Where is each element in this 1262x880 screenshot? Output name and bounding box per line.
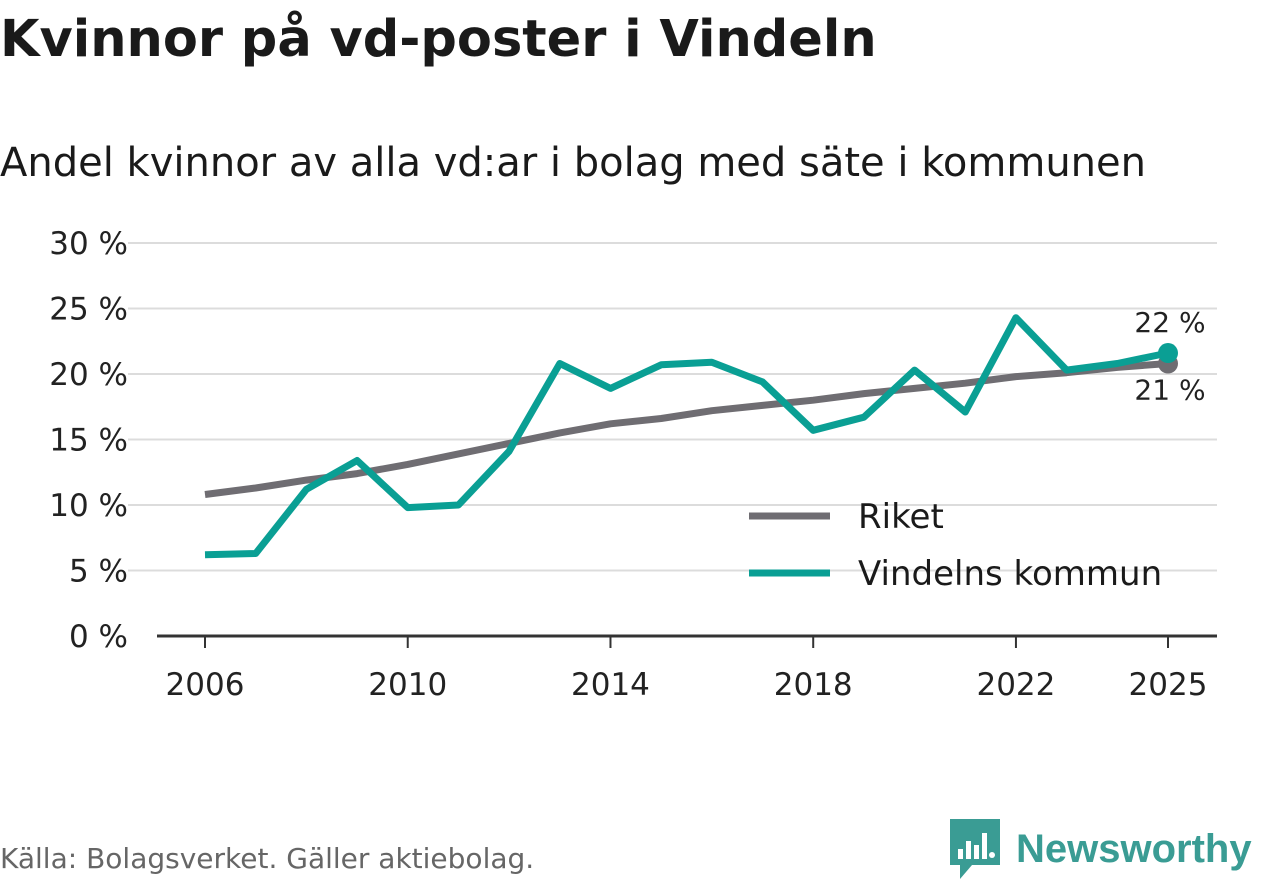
x-tick-label: 2010 [368,667,447,703]
source-note: Källa: Bolagsverket. Gäller aktiebolag. [0,842,535,875]
y-tick-label: 0 % [69,619,128,655]
end-point-vindelns-kommun [1158,343,1178,364]
end-label-vindelns-kommun: 22 % [1134,306,1205,339]
series-line-vindelns-kommun [204,314,1169,559]
y-tick-label: 20 % [49,357,128,393]
brand-name: Newsworthy [1016,826,1252,871]
chart-subtitle: Andel kvinnor av alla vd:ar i bolag med … [0,140,1146,186]
x-tick-label: 2014 [571,667,650,703]
y-axis-tick-labels: 0 % 5 % 10 % 15 % 20 % 25 % 30 % [49,226,128,655]
y-tick-label: 5 % [69,554,128,590]
series-line-riket [204,360,1169,498]
y-tick-label: 15 % [49,423,128,459]
x-tick-label: 2022 [976,667,1055,703]
end-label-riket: 21 % [1134,374,1205,407]
brand-logo: Newsworthy [950,818,1252,880]
x-tick-label: 2018 [774,667,853,703]
y-tick-label: 10 % [49,488,128,524]
x-axis-tick-labels: 2006 2010 2014 2018 2022 2025 [166,636,1208,703]
x-tick-label: 2025 [1129,667,1208,703]
legend-label-riket: Riket [858,497,944,537]
y-tick-label: 30 % [49,226,128,262]
x-tick-label: 2006 [166,667,245,703]
chart-title: Kvinnor på vd-poster i Vindeln [0,10,877,69]
series-lines [204,314,1178,559]
y-tick-label: 25 % [49,292,128,328]
legend-label-vindelns-kommun: Vindelns kommun [858,554,1162,594]
end-labels: 21 % 22 % [1134,306,1205,406]
newsworthy-logo-icon [950,819,1000,879]
chart-legend: Riket Vindelns kommun [749,497,1162,594]
